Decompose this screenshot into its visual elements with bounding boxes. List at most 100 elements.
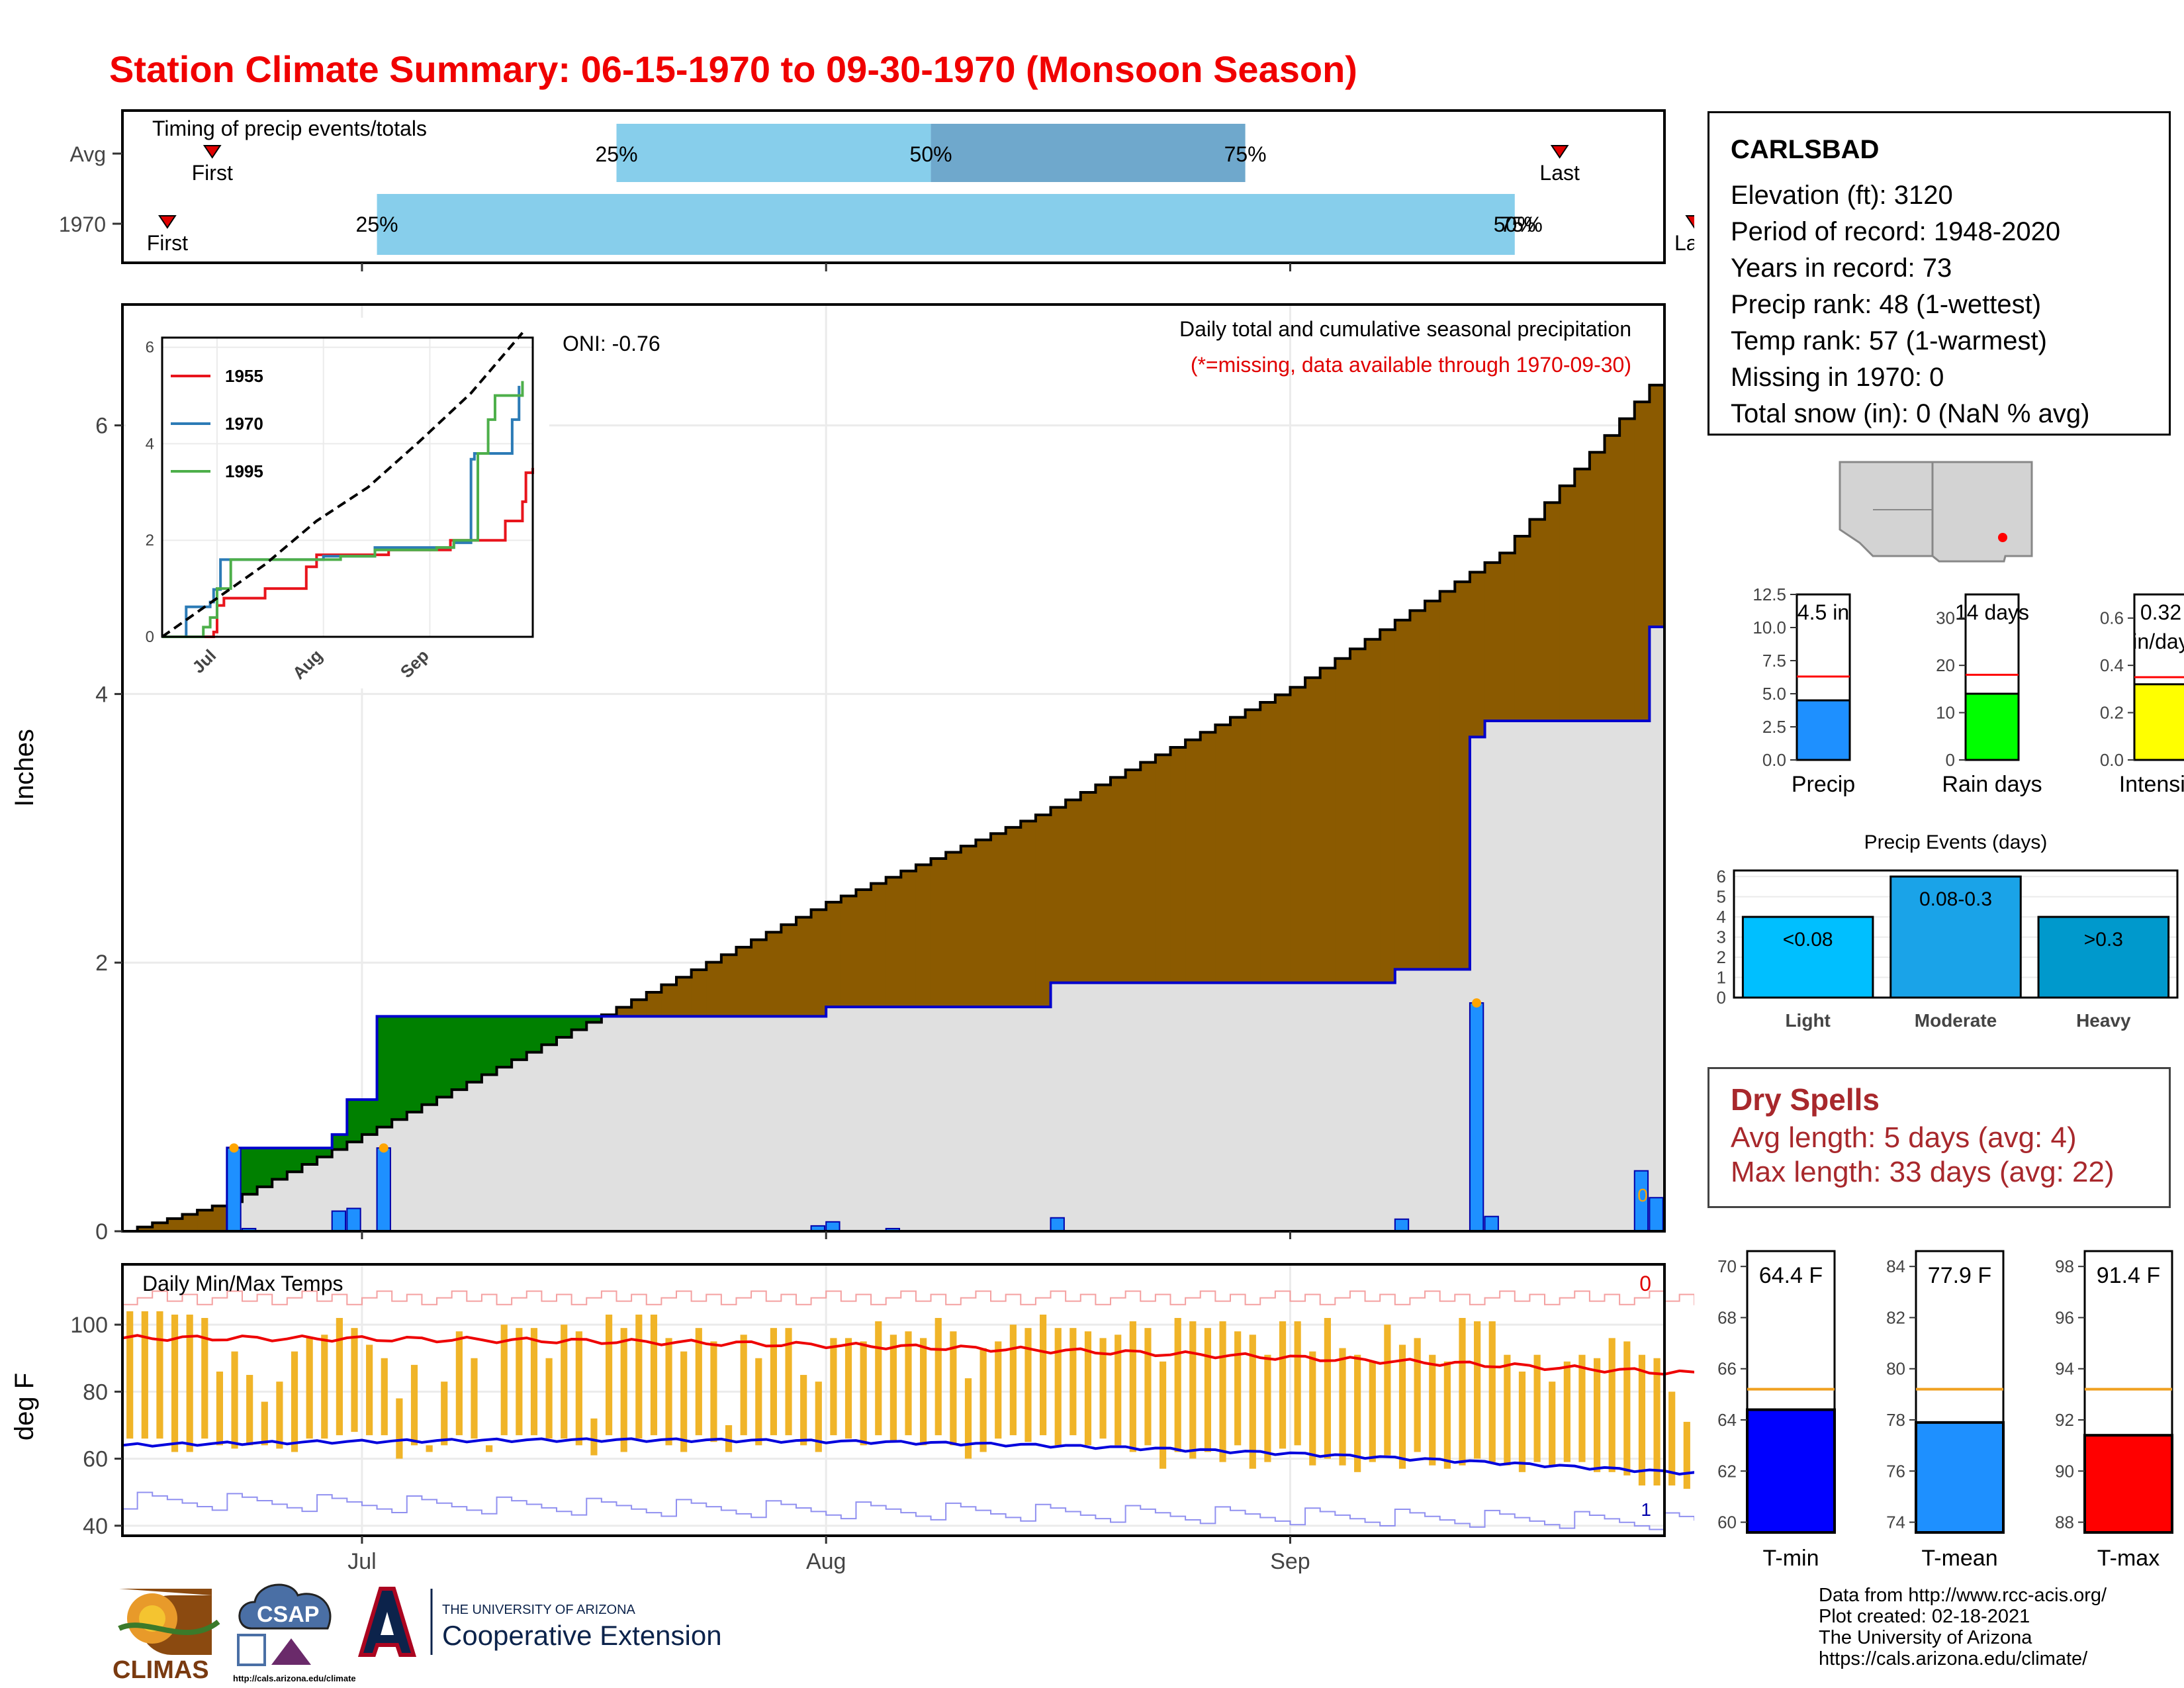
precip-diff-area — [496, 1016, 512, 1068]
precip-diff-area — [1500, 553, 1516, 721]
temp-record-max-line — [122, 1290, 1694, 1305]
mini-bar-ytick-label: 5.0 — [1762, 684, 1786, 704]
station-years: Years in record: 73 — [1731, 254, 1952, 283]
precip-annotation-title: Daily total and cumulative seasonal prec… — [1179, 317, 1631, 341]
temp-daily-bar — [516, 1328, 523, 1436]
timing-first-marker — [203, 145, 222, 159]
precip-diff-area — [1170, 747, 1186, 983]
precip-gray-area — [1545, 720, 1561, 1231]
temp-daily-bar — [1533, 1354, 1541, 1462]
mini-bar-name: Rain days — [1942, 772, 2042, 797]
temp-daily-bar — [1384, 1325, 1391, 1456]
temp-daily-bar — [695, 1328, 702, 1436]
temp-daily-bar — [306, 1338, 313, 1439]
temp-daily-bar — [785, 1328, 792, 1436]
temp-daily-bar — [1668, 1391, 1676, 1486]
precip-diff-area — [1305, 677, 1321, 983]
timing-row-label: 1970 — [59, 212, 106, 236]
precip-diff-area — [811, 910, 827, 1017]
precip-gray-area — [691, 1016, 707, 1231]
precip-diff-area — [571, 1016, 587, 1030]
temp-daily-bar — [1683, 1421, 1690, 1489]
tbar-value-label: 91.4 F — [2097, 1263, 2160, 1288]
precip-gray-area — [1394, 969, 1411, 1231]
precip-diff-area — [856, 890, 872, 1008]
temp-ytick-label: 80 — [83, 1380, 108, 1405]
precip-diff-area — [557, 1016, 572, 1037]
precip-events-chart: Precip Events (days) <0.08 Light 0.08-0.3 Mo… — [1717, 831, 2179, 1031]
precip-diff-area — [512, 1016, 527, 1060]
events-bar-label: <0.08 — [1783, 929, 1833, 951]
tbar-ytick-label: 74 — [1886, 1513, 1905, 1532]
mini-bar-ytick-label: 0.0 — [1762, 750, 1786, 770]
precip-gray-area — [1529, 720, 1545, 1231]
tbar-ytick-label: 84 — [1886, 1256, 1905, 1276]
precip-gray-area — [976, 1007, 991, 1231]
precip-ytick-label: 0 — [95, 1219, 108, 1244]
precip-gray-area — [1380, 982, 1396, 1231]
precip-gray-area — [676, 1016, 692, 1231]
events-bar-label: 0.08-0.3 — [1919, 888, 1992, 910]
precip-diff-area — [167, 1218, 183, 1231]
tbar-ytick-label: 66 — [1717, 1359, 1737, 1379]
temp-daily-bar — [276, 1382, 283, 1449]
tbar-ytick-label: 94 — [2055, 1359, 2074, 1379]
temp-chart-title: Daily Min/Max Temps — [142, 1272, 343, 1295]
temp-daily-bar — [201, 1317, 208, 1439]
mini-bar-ytick-label: 10 — [1936, 703, 1955, 723]
precip-diff-area — [1574, 469, 1590, 721]
locator-map — [1839, 461, 2033, 563]
precip-gray-area — [616, 1016, 632, 1231]
station-location-dot — [1998, 533, 2007, 542]
inset-legend-label: 1955 — [225, 366, 263, 386]
precip-diff-area — [541, 1016, 557, 1045]
credit-line: Data from http://www.rcc-acis.org/ — [1819, 1585, 2107, 1606]
precip-corner-mark: 0 — [1637, 1185, 1648, 1205]
precip-gray-area — [361, 1134, 378, 1231]
precip-frame — [121, 303, 1666, 1233]
precip-gray-area — [1305, 982, 1321, 1231]
temp-daily-bar — [1488, 1321, 1496, 1462]
precip-gray-area — [586, 1022, 602, 1231]
temp-daily-bar — [680, 1351, 688, 1452]
temp-daily-bar — [590, 1418, 598, 1456]
temp-daily-bar — [351, 1328, 358, 1432]
inset-series-line — [162, 381, 524, 638]
mini-bar-value-label2: in/day — [2132, 630, 2184, 653]
temp-ylabel: deg F — [10, 1373, 39, 1440]
precip-daily-bar — [346, 1207, 361, 1232]
precip-gray-area — [901, 1007, 917, 1231]
timing-last-marker — [1685, 215, 1694, 229]
precip-gray-area — [422, 1104, 437, 1231]
precip-diff-area — [137, 1227, 153, 1231]
tbar-ytick-label: 96 — [2055, 1307, 2074, 1327]
inset-series-line — [161, 332, 523, 638]
precip-diff-area — [871, 883, 887, 1008]
temp-avg-max-line — [122, 1334, 1694, 1376]
temp-daily-bar — [1189, 1321, 1197, 1459]
events-frame — [1733, 869, 2179, 999]
precip-gray-area — [1365, 982, 1381, 1231]
temp-daily-bar — [1563, 1361, 1570, 1462]
temp-daily-bar — [1279, 1321, 1287, 1449]
inset-ytick-label: 0 — [146, 628, 154, 646]
precip-gray-area — [481, 1074, 498, 1231]
temp-ytick-label: 40 — [83, 1514, 108, 1539]
temp-daily-bar — [1398, 1344, 1406, 1469]
precip-oni: ONI: -0.76 — [563, 332, 660, 355]
mini-bar-name: Intensity — [2119, 772, 2184, 797]
precip-diff-area — [1050, 807, 1066, 983]
precip-gray-area — [1425, 969, 1441, 1231]
temp-corner-top: 0 — [1639, 1272, 1651, 1295]
precip-diff-area — [526, 1016, 542, 1053]
timing-title: Timing of precip events/totals — [152, 117, 427, 140]
temp-daily-bar — [1549, 1382, 1556, 1466]
precip-diff-area — [781, 924, 797, 1017]
tbar-value-label: 77.9 F — [1928, 1263, 1991, 1288]
timing-first-label: First — [147, 231, 188, 255]
precip-gray-area — [1410, 969, 1426, 1231]
mini-bar-ytick-label: 0 — [1946, 750, 1955, 770]
precip-gray-area — [1619, 720, 1635, 1231]
temp-daily-bar — [1129, 1321, 1136, 1452]
precip-diff-area — [1589, 452, 1606, 721]
